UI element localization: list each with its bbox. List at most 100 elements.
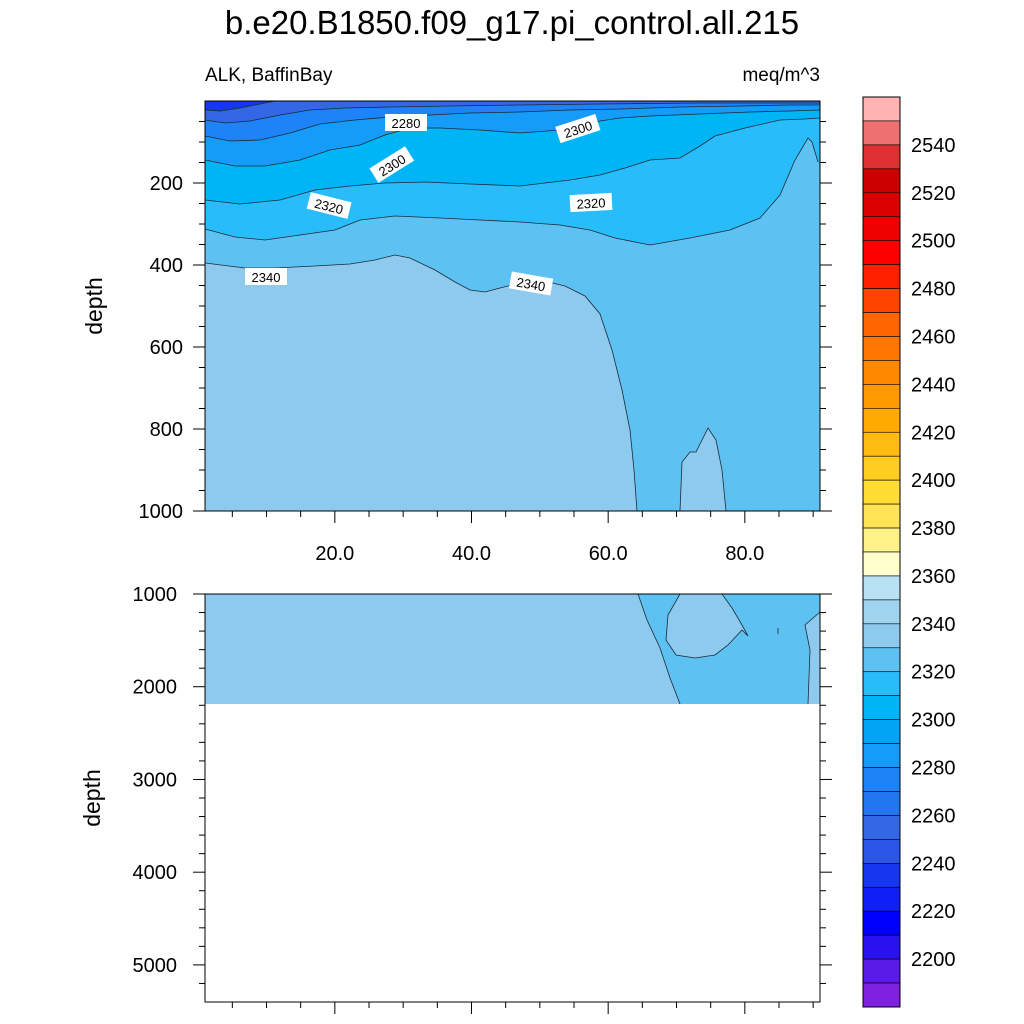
y-tick-label: 400 [150,255,183,277]
y-tick-label: 3000 [133,769,178,791]
colorbar-label: 2240 [911,853,956,875]
colorbar-swatch [862,599,901,625]
colorbar-swatch [862,863,901,888]
left-subtitle: ALK, BaffinBay [205,65,333,86]
colorbar-label: 2320 [911,662,956,684]
upper-panel: 2280 2300 2300 2320 2320 2340 [81,100,832,565]
colorbar-swatch [862,479,901,505]
colorbar-swatch [862,623,901,649]
colorbar-swatch [862,791,901,816]
y-tick-label: 5000 [133,955,178,977]
colorbar-swatch [862,934,901,960]
colorbar-swatch [862,455,901,481]
lower-panel: 1000 2000 3000 4000 5000 depth [79,584,832,1014]
colorbar-swatch [862,743,901,768]
colorbar-label: 2220 [911,901,956,923]
x-tick-label: 40.0 [452,543,491,565]
colorbar-label: 2400 [911,470,956,492]
x-tick-label: 60.0 [589,543,628,565]
upper-contour-lines [205,101,820,511]
lower-contour-lines [637,594,820,704]
lower-fill-2350-island [666,594,748,658]
colorbar-label: 2480 [911,279,956,301]
fill-2280 [205,101,820,141]
lower-y-axis-label: depth [79,769,105,827]
colorbar-swatch [862,982,901,1008]
colorbar-swatch [862,503,901,529]
colorbar-swatch [862,671,901,696]
colorbar-swatch [862,695,901,720]
upper-axes: 200 400 600 800 1000 20.0 40.0 60.0 80.0 [139,121,832,565]
svg-text:2340: 2340 [252,270,281,285]
colorbar-label: 2260 [911,805,956,827]
colorbar-swatch [862,216,901,241]
colorbar-swatch [862,240,901,265]
fill-2260 [205,101,820,123]
colorbar-swatch [862,168,901,194]
x-tick-label: 80.0 [725,543,764,565]
colorbar-swatch [862,719,901,744]
y-tick-label: 200 [150,173,183,195]
colorbar-swatch [862,288,901,313]
colorbar-swatch [862,958,901,984]
lower-contour-fills [205,594,820,704]
colorbar-swatch [862,408,901,433]
colorbar-swatch [862,767,901,792]
colorbar-swatch [862,839,901,864]
colorbar-label: 2460 [911,326,956,348]
svg-text:2280: 2280 [392,116,421,131]
contour-label: 2320 [306,192,352,219]
x-tick-label: 20.0 [315,543,354,565]
colorbar-label: 2440 [911,374,956,396]
colorbar-swatch [862,384,901,409]
units-subtitle: meq/m^3 [742,65,820,86]
colorbar-label: 2380 [911,518,956,540]
colorbar-swatch [862,120,901,146]
colorbar-swatch [862,815,901,840]
upper-y-axis-label: depth [81,277,107,335]
upper-contour-fills [205,101,820,511]
y-tick-label: 1000 [139,501,184,523]
colorbar-swatch [862,192,901,218]
chart-title: b.e20.B1850.f09_g17.pi_control.all.215 [225,4,799,41]
colorbar-swatch [862,647,901,673]
colorbar-swatch [862,575,901,601]
colorbar-swatch [862,910,901,936]
colorbar-label: 2360 [911,566,956,588]
colorbar-swatch [862,96,901,122]
colorbar-swatch [862,886,901,912]
contour-label: 2320 [569,192,613,213]
svg-text:2340: 2340 [515,275,546,295]
y-tick-label: 800 [150,419,183,441]
svg-text:2320: 2320 [576,195,606,211]
colorbar: 2540 2520 2500 2480 2460 2440 2420 2400 2380 2360… [862,96,956,1008]
svg-text:2320: 2320 [313,196,345,218]
y-tick-label: 4000 [133,862,178,884]
colorbar-label: 2300 [911,710,956,732]
y-tick-label: 2000 [133,677,178,699]
contour-label: 2280 [385,114,427,131]
contour-label: 2340 [245,268,287,285]
colorbar-swatch [862,144,901,170]
colorbar-swatch [862,551,901,577]
colorbar-swatch [862,336,901,361]
y-tick-label: 1000 [133,584,178,606]
fill-2240 [205,101,275,111]
colorbar-swatch [862,264,901,289]
contour-label: 2340 [508,271,554,296]
colorbar-swatch [862,360,901,385]
colorbar-label: 2200 [911,949,956,971]
lower-axes: 1000 2000 3000 4000 5000 [133,584,832,1014]
colorbar-frame [862,96,901,1008]
colorbar-label: 2420 [911,422,956,444]
colorbar-swatch [862,312,901,337]
colorbar-label: 2280 [911,758,956,780]
colorbar-swatch [862,527,901,553]
colorbar-swatch [862,431,901,457]
colorbar-label: 2500 [911,231,956,253]
y-tick-label: 600 [150,337,183,359]
colorbar-label: 2340 [911,614,956,636]
colorbar-label: 2520 [911,183,956,205]
colorbar-label: 2540 [911,135,956,157]
